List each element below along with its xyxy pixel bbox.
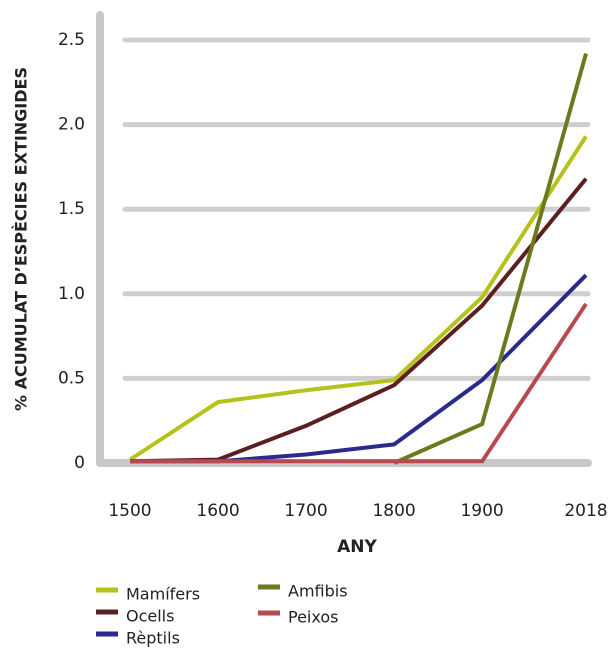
y-tick-label: 1.5 [58,199,85,219]
x-axis-label: ANY [337,537,377,557]
y-tick-label: 1.0 [58,284,85,304]
legend-label: Peixos [288,608,338,627]
x-tick-label: 1800 [372,501,415,521]
series-line [128,135,588,462]
series-line [393,52,588,465]
y-axis-label: % ACUMULAT D’ESPÈCIES EXTINGIDES [12,67,31,411]
y-tick-label: 2.0 [58,115,85,135]
x-tick-label: 1700 [284,501,327,521]
legend-label: Amfibis [288,582,348,601]
series-line [130,302,588,464]
x-tick-label: 1500 [108,501,151,521]
x-tick-label: 1600 [196,501,239,521]
legend-label: Ocells [126,607,174,626]
legend-label: Mamífers [126,585,200,604]
legend-label: Rèptils [126,629,180,648]
y-tick-label: 0 [74,453,85,473]
y-tick-label: 2.5 [58,30,85,50]
y-tick-label: 0.5 [58,368,85,388]
x-tick-label: 1900 [460,501,503,521]
x-tick-label: 2018 [564,501,607,521]
series-line [129,177,588,464]
